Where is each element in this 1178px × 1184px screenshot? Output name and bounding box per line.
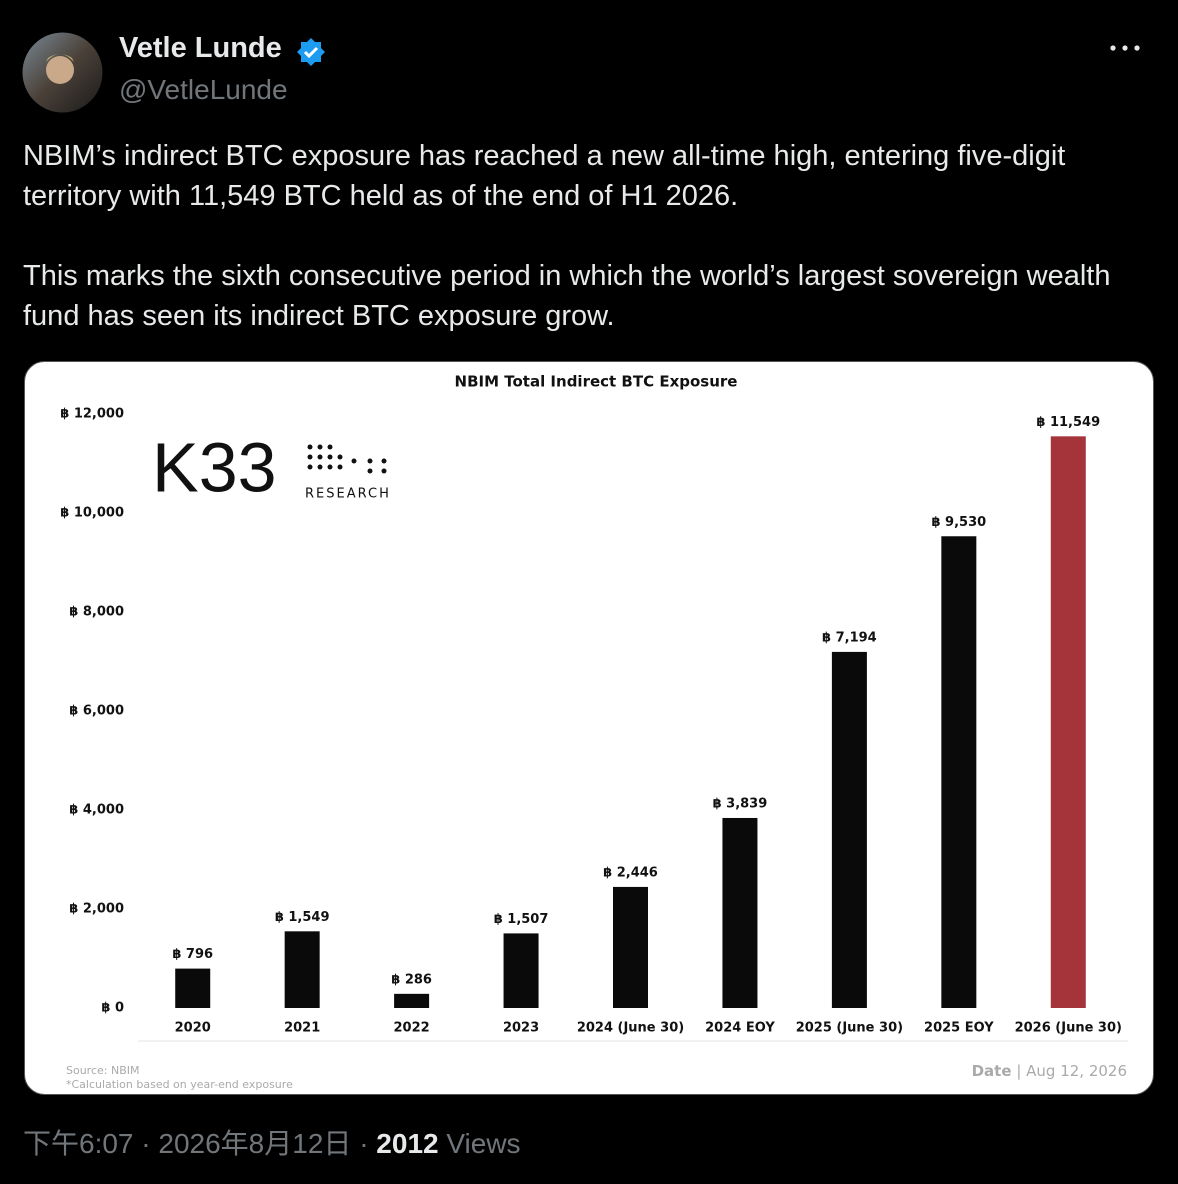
- x-tick-label: 2025 (June 30): [796, 1021, 903, 1036]
- y-tick-label: ฿ 2,000: [69, 902, 124, 917]
- y-tick-label: ฿ 6,000: [69, 704, 124, 719]
- date: Date | Aug 12, 2026: [972, 1062, 1127, 1080]
- tweet-meta: 下午6:07 · 2026年8月12日 · 2012 Views: [23, 1122, 521, 1162]
- bar: [503, 933, 539, 1008]
- value-label: ฿ 9,530: [931, 515, 986, 530]
- time[interactable]: 下午6:07: [23, 1128, 134, 1159]
- value-label: ฿ 796: [172, 947, 213, 962]
- y-tick-label: ฿ 4,000: [69, 803, 124, 818]
- views-label: Views: [446, 1128, 521, 1159]
- separator: ·: [359, 1128, 369, 1159]
- x-tick-label: 2024 (June 30): [577, 1021, 684, 1036]
- y-tick-label: ฿ 12,000: [60, 407, 124, 422]
- value-label: ฿ 7,194: [822, 630, 877, 645]
- note: *Calculation based on year-end exposure: [66, 1078, 293, 1091]
- logo-name: K33: [152, 428, 277, 506]
- x-tick-label: 2025 EOY: [924, 1021, 994, 1036]
- date-label: Date: [972, 1062, 1012, 1080]
- author-handle[interactable]: @VetleLunde: [119, 74, 288, 105]
- date-value: | Aug 12, 2026: [1016, 1062, 1127, 1080]
- bar: [394, 993, 430, 1008]
- tweet-text: NBIM’s indirect BTC exposure has reached…: [23, 136, 1153, 376]
- separator: ·: [141, 1128, 151, 1159]
- y-tick-label: ฿ 0: [101, 1001, 124, 1016]
- chart-image[interactable]: NBIM Total Indirect BTC Exposure K33 RES…: [24, 361, 1154, 1095]
- logo-mark: [307, 444, 387, 474]
- avatar[interactable]: [22, 32, 103, 113]
- value-label: ฿ 286: [391, 972, 432, 987]
- bar: [613, 886, 648, 1008]
- x-tick-label: 2022: [394, 1021, 430, 1036]
- bar: [941, 536, 977, 1008]
- bar: [175, 968, 211, 1008]
- x-tick-label: 2021: [284, 1021, 320, 1036]
- views-count: 2012: [376, 1128, 439, 1159]
- card-frame: [24, 361, 1154, 1095]
- value-label: ฿ 2,446: [603, 865, 658, 880]
- y-tick-label: ฿ 10,000: [60, 506, 124, 521]
- x-tick-label: 2024 EOY: [705, 1021, 775, 1036]
- author-name[interactable]: Vetle Lunde: [119, 32, 282, 64]
- value-label: ฿ 11,549: [1036, 415, 1100, 430]
- bar: [1050, 436, 1086, 1009]
- verified-badge[interactable]: [296, 37, 326, 67]
- bar: [831, 651, 867, 1008]
- date[interactable]: 2026年8月12日: [158, 1128, 352, 1159]
- x-tick-label: 2026 (June 30): [1015, 1021, 1122, 1036]
- source: Source: NBIM: [66, 1064, 140, 1077]
- value-label: ฿ 1,507: [494, 912, 549, 927]
- x-tick-label: 2023: [503, 1021, 539, 1036]
- x-tick-label: 2020: [175, 1021, 211, 1036]
- chart-title: NBIM Total Indirect BTC Exposure: [455, 373, 738, 391]
- paragraph: NBIM’s indirect BTC exposure has reached…: [23, 140, 1066, 212]
- bar: [284, 931, 320, 1008]
- paragraph: This marks the sixth consecutive period …: [23, 260, 1111, 332]
- y-tick-label: ฿ 8,000: [69, 605, 124, 620]
- more-menu[interactable]: [1108, 38, 1142, 58]
- bar: [722, 817, 758, 1008]
- value-label: ฿ 1,549: [275, 910, 330, 925]
- value-label: ฿ 3,839: [713, 796, 768, 811]
- logo-subtitle: RESEARCH: [305, 487, 391, 502]
